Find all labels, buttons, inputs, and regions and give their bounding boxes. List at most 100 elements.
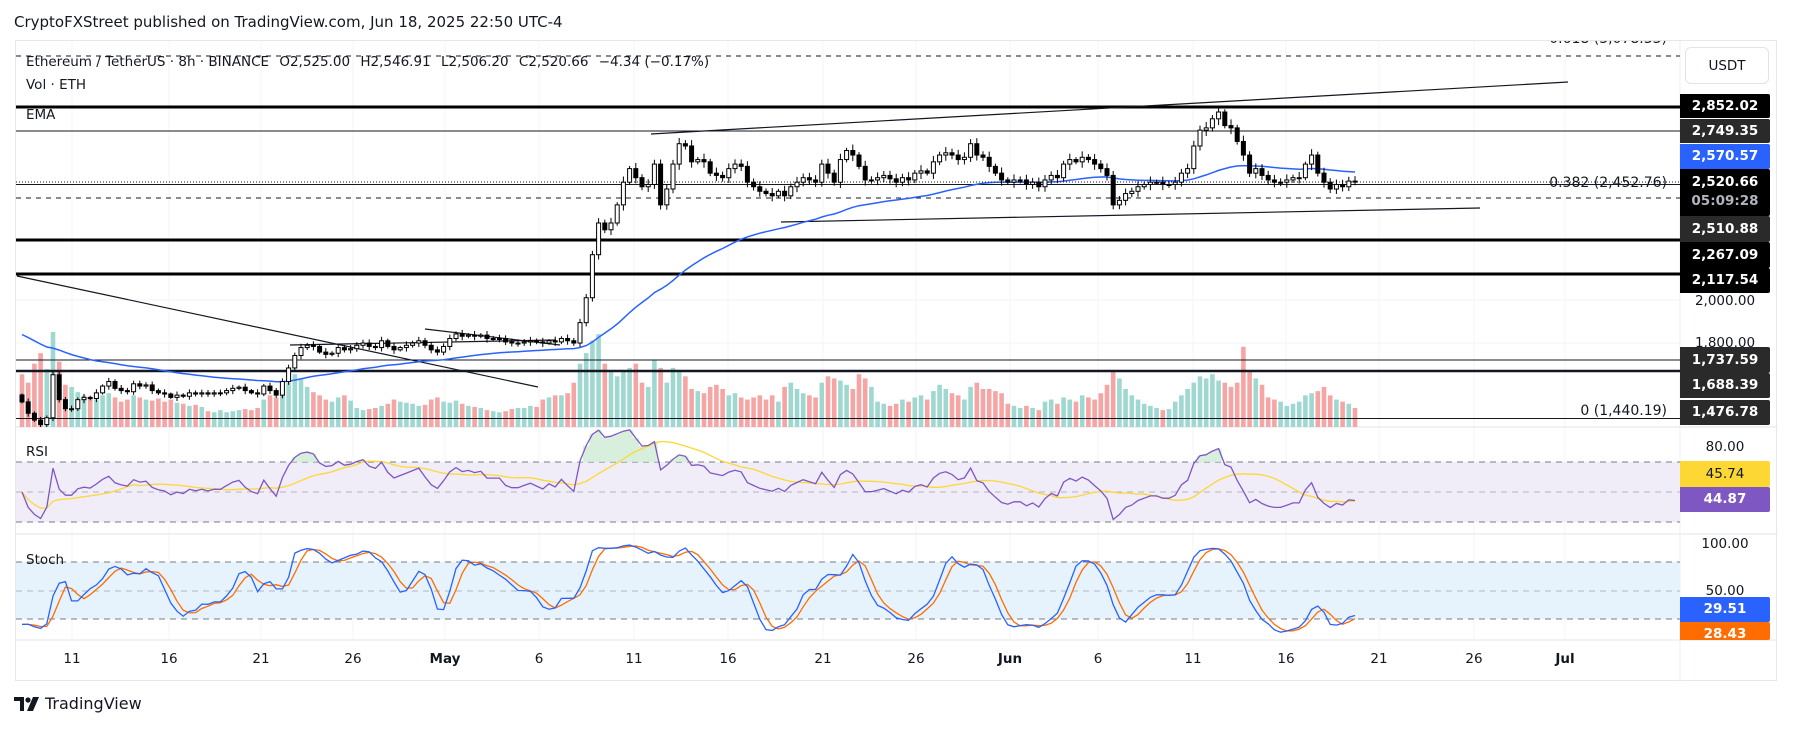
candle xyxy=(1141,181,1147,190)
volume-bar xyxy=(255,408,260,427)
currency-button[interactable]: USDT xyxy=(1685,47,1769,84)
candle-body xyxy=(453,333,459,340)
candle-body xyxy=(974,143,980,156)
volume-bar xyxy=(1346,403,1352,427)
candle xyxy=(1315,151,1321,177)
time-axis-label: 26 xyxy=(907,651,925,667)
candle-body xyxy=(434,349,440,353)
volume-bar xyxy=(714,384,719,427)
candle-body xyxy=(800,177,806,183)
candle xyxy=(1296,171,1302,184)
volume-legend[interactable]: Vol · ETH xyxy=(26,77,86,93)
candle-body xyxy=(732,163,738,170)
volume-bar xyxy=(1079,395,1085,427)
candle-body xyxy=(248,390,254,394)
candle-body xyxy=(930,161,936,174)
candle xyxy=(1030,177,1036,189)
candle-body xyxy=(441,345,447,353)
candle-body xyxy=(478,334,484,337)
candle xyxy=(509,338,515,347)
ohlc-open: O2,525.00 xyxy=(279,54,351,70)
candle-body xyxy=(1209,118,1215,129)
candle-body xyxy=(831,172,837,183)
candle-body xyxy=(143,384,149,387)
volume-bar xyxy=(1241,346,1246,427)
candle-body xyxy=(149,384,155,392)
candle-body xyxy=(31,412,37,421)
candle-body xyxy=(19,394,25,403)
candle-body xyxy=(955,154,961,161)
candle xyxy=(62,397,68,412)
candle-body xyxy=(465,334,471,337)
descending-trendline[interactable] xyxy=(16,275,539,388)
candle-body xyxy=(670,163,676,190)
candle xyxy=(205,389,211,397)
volume-bar xyxy=(1290,403,1296,427)
candle-body xyxy=(255,392,261,395)
candle xyxy=(608,217,614,235)
candle-body xyxy=(1110,174,1116,206)
volume-bar xyxy=(862,378,868,427)
rsi-legend[interactable]: RSI xyxy=(26,444,48,460)
candles xyxy=(19,105,1358,427)
tradingview-logo-icon xyxy=(14,696,39,711)
symbol-name[interactable]: Ethereum / TetherUS · 8h · BINANCE xyxy=(26,54,270,70)
volume-bar xyxy=(633,363,639,427)
tradingview-logo[interactable]: TradingView xyxy=(14,694,142,713)
ohlc-close: C2,520.66 xyxy=(518,54,589,70)
ema-legend[interactable]: EMA xyxy=(26,107,56,123)
candle xyxy=(118,384,124,394)
ema-line xyxy=(21,164,1356,383)
lower-channel-trendline[interactable] xyxy=(780,207,1481,223)
candle-body xyxy=(918,170,924,174)
candle xyxy=(75,397,81,411)
upper-channel-trendline[interactable] xyxy=(650,81,1569,135)
candle-body xyxy=(1302,163,1308,179)
candle xyxy=(236,385,242,391)
candle xyxy=(379,336,385,352)
candle-body xyxy=(620,181,626,206)
candle xyxy=(620,176,626,211)
candle xyxy=(521,339,527,346)
candle xyxy=(1302,161,1308,181)
candle-body xyxy=(627,168,633,183)
candle xyxy=(974,138,980,161)
candle xyxy=(534,338,540,345)
candle xyxy=(143,382,149,389)
volume-bar xyxy=(404,402,409,427)
candle xyxy=(906,172,912,186)
volume-bar xyxy=(782,386,787,427)
candle-body xyxy=(844,150,850,161)
candle-body xyxy=(211,392,217,395)
volume-bar xyxy=(205,411,211,427)
candle-body xyxy=(286,367,292,383)
candle xyxy=(726,163,732,183)
volume-bar xyxy=(32,363,37,427)
volume-bar xyxy=(137,397,143,427)
candle-body xyxy=(937,154,943,163)
candle xyxy=(837,153,843,189)
last-price-label: 2,520.66 05:09:28 xyxy=(1680,169,1770,216)
time-axis-label: 11 xyxy=(625,651,643,667)
volume-bar xyxy=(1005,403,1011,427)
candle-body xyxy=(1284,179,1290,183)
candle xyxy=(806,172,812,185)
candle-body xyxy=(62,399,68,410)
candle xyxy=(193,390,199,397)
candle xyxy=(844,147,850,163)
volume-bar xyxy=(230,411,236,427)
volume-bar xyxy=(292,374,298,427)
candle-body xyxy=(701,159,707,163)
volume-bar xyxy=(986,389,992,427)
candle-body xyxy=(887,174,893,180)
volume-bar xyxy=(447,402,453,427)
candle-body xyxy=(571,340,577,344)
stoch-k-line xyxy=(21,544,1356,633)
stoch-legend[interactable]: Stoch xyxy=(26,552,65,568)
candle xyxy=(614,202,620,226)
candle-body xyxy=(980,154,986,158)
symbol-legend[interactable]: Ethereum / TetherUS · 8h · BINANCE O2,52… xyxy=(26,54,715,70)
time-axis-label: 21 xyxy=(252,651,270,667)
volume-bar xyxy=(497,412,502,427)
